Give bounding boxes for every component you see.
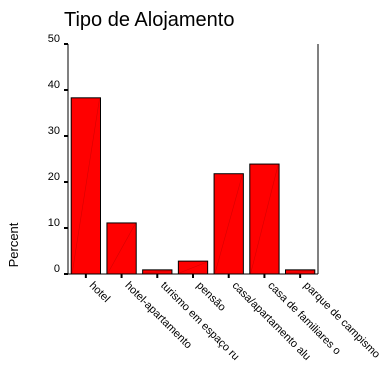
y-tick-label-10: 10 [48,217,60,229]
y-tick-label-20: 20 [48,171,60,183]
y-axis: 0 10 20 30 40 50 [48,33,69,275]
y-axis-title: Percent [6,222,21,267]
bars-group [70,97,316,275]
y-tick-label-50: 50 [48,33,60,45]
bar-5-shade [250,164,279,274]
chart-title: Tipo de Alojamento [64,9,234,31]
x-tick-label-3: pensão [194,280,228,314]
y-tick-label-40: 40 [48,79,60,91]
y-tick-label-0: 0 [54,263,60,275]
bar-4-shade [214,174,243,274]
y-tick-label-30: 30 [48,125,60,137]
bar-2-shade [143,270,171,274]
x-tick-label-0: hotel [87,280,112,305]
bar-3-shade [179,261,207,274]
bar-1-shade [107,223,136,274]
bar-6-shade [286,270,314,274]
bar-0-shade [71,98,100,274]
x-tick-label-1: hotel-apartamento [122,280,194,352]
